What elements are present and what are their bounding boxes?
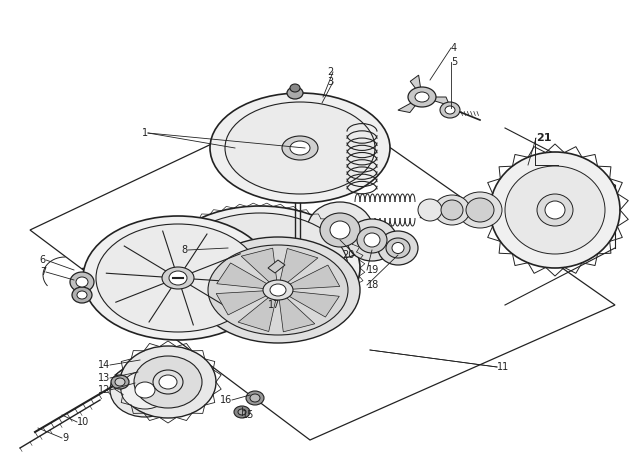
Ellipse shape	[159, 375, 177, 389]
Ellipse shape	[320, 213, 360, 247]
Text: 6: 6	[40, 255, 46, 265]
Ellipse shape	[282, 136, 318, 160]
Text: 13: 13	[97, 373, 110, 383]
Ellipse shape	[134, 356, 202, 408]
Ellipse shape	[418, 199, 442, 221]
Ellipse shape	[77, 291, 87, 299]
Ellipse shape	[458, 192, 502, 228]
Ellipse shape	[505, 166, 605, 254]
Ellipse shape	[72, 287, 92, 303]
Ellipse shape	[364, 233, 380, 247]
Ellipse shape	[196, 237, 360, 343]
Ellipse shape	[490, 152, 620, 268]
Text: 11: 11	[497, 362, 510, 372]
Text: 18: 18	[367, 280, 379, 290]
Polygon shape	[268, 260, 285, 273]
Ellipse shape	[210, 93, 390, 203]
Polygon shape	[216, 263, 269, 289]
Ellipse shape	[434, 195, 470, 225]
Ellipse shape	[330, 221, 350, 239]
Ellipse shape	[70, 272, 94, 292]
Ellipse shape	[96, 224, 260, 332]
Polygon shape	[398, 97, 422, 113]
Text: 21: 21	[536, 133, 551, 143]
Ellipse shape	[270, 284, 286, 296]
Ellipse shape	[135, 382, 155, 398]
Ellipse shape	[76, 277, 88, 287]
Ellipse shape	[445, 106, 455, 114]
Text: 3: 3	[327, 77, 333, 87]
Ellipse shape	[408, 87, 436, 107]
Text: 16: 16	[220, 395, 232, 405]
Text: 14: 14	[97, 360, 110, 370]
Ellipse shape	[545, 201, 565, 219]
Ellipse shape	[378, 231, 418, 265]
Ellipse shape	[246, 391, 264, 405]
Ellipse shape	[290, 84, 300, 92]
Ellipse shape	[160, 206, 360, 330]
Text: 17: 17	[268, 300, 280, 310]
Ellipse shape	[392, 243, 404, 254]
Text: 2: 2	[327, 67, 333, 77]
Ellipse shape	[537, 194, 573, 226]
Ellipse shape	[153, 370, 183, 394]
Polygon shape	[287, 265, 340, 289]
Text: 19: 19	[367, 265, 379, 275]
Ellipse shape	[120, 346, 216, 418]
Ellipse shape	[250, 394, 260, 402]
Ellipse shape	[466, 198, 494, 222]
Ellipse shape	[263, 280, 293, 300]
Ellipse shape	[290, 141, 310, 155]
Ellipse shape	[347, 219, 397, 261]
Ellipse shape	[440, 102, 460, 118]
Text: 15: 15	[242, 410, 254, 420]
Ellipse shape	[234, 406, 250, 418]
Text: 7: 7	[40, 267, 46, 277]
Ellipse shape	[441, 200, 463, 220]
Ellipse shape	[357, 227, 387, 253]
Text: 1: 1	[142, 128, 148, 138]
Polygon shape	[422, 97, 449, 105]
Text: 12: 12	[97, 385, 110, 395]
Ellipse shape	[162, 267, 194, 289]
Ellipse shape	[287, 87, 303, 99]
Text: 9: 9	[62, 433, 68, 443]
Ellipse shape	[110, 363, 180, 417]
Ellipse shape	[115, 378, 125, 386]
Ellipse shape	[307, 202, 373, 258]
Ellipse shape	[111, 375, 129, 389]
Text: 5: 5	[451, 57, 457, 67]
Polygon shape	[287, 291, 339, 317]
Ellipse shape	[386, 238, 410, 258]
Ellipse shape	[225, 102, 375, 194]
Polygon shape	[238, 296, 276, 332]
Text: 10: 10	[77, 417, 89, 427]
Polygon shape	[280, 248, 318, 284]
Ellipse shape	[415, 92, 429, 102]
Polygon shape	[279, 296, 315, 332]
Polygon shape	[410, 75, 422, 97]
Polygon shape	[216, 291, 268, 315]
Text: 8: 8	[182, 245, 188, 255]
Ellipse shape	[208, 245, 348, 335]
Text: 20: 20	[342, 250, 355, 260]
Ellipse shape	[121, 371, 169, 409]
Ellipse shape	[172, 213, 348, 323]
Text: 4: 4	[451, 43, 457, 53]
Ellipse shape	[169, 271, 187, 285]
Polygon shape	[241, 248, 277, 284]
Ellipse shape	[83, 216, 273, 340]
Ellipse shape	[238, 409, 246, 415]
